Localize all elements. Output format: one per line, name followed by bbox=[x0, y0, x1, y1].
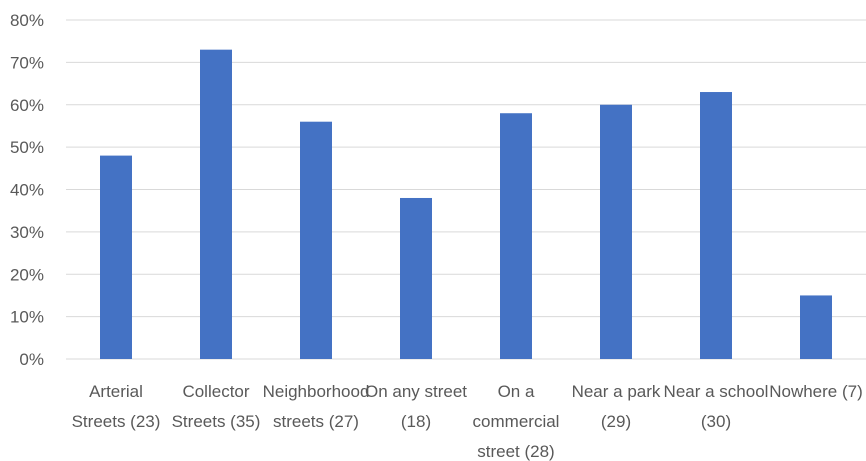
x-category-label-line: (18) bbox=[401, 412, 431, 431]
gridlines bbox=[66, 19, 866, 360]
y-tick-label: 10% bbox=[10, 308, 44, 327]
x-category-label: Collector Streets (35) bbox=[172, 382, 261, 431]
x-category-label: Near a school (30) bbox=[664, 382, 769, 431]
y-tick-label: 30% bbox=[10, 223, 44, 242]
bar bbox=[500, 113, 532, 359]
x-category-label-line: commercial bbox=[473, 412, 560, 431]
bar bbox=[300, 121, 332, 359]
x-category-label-line: Streets (35) bbox=[172, 412, 261, 431]
x-category-label: On a commercial street (28) bbox=[473, 382, 560, 461]
bars bbox=[100, 49, 832, 359]
y-tick-label: 60% bbox=[10, 96, 44, 115]
x-category-label-line: Nowhere (7) bbox=[769, 382, 863, 401]
y-tick-label: 20% bbox=[10, 265, 44, 284]
y-tick-label: 70% bbox=[10, 53, 44, 72]
x-category-label-line: (30) bbox=[701, 412, 731, 431]
x-category-label-line: Neighborhood bbox=[263, 382, 370, 401]
x-category-label-line: (29) bbox=[601, 412, 631, 431]
y-tick-label: 0% bbox=[19, 350, 44, 369]
x-category-label-line: Arterial bbox=[89, 382, 143, 401]
x-category-label: Arterial Streets (23) bbox=[72, 382, 161, 431]
x-category-label: Nowhere (7) bbox=[769, 382, 863, 401]
x-category-label: Near a park (29) bbox=[572, 382, 661, 431]
bar bbox=[600, 104, 632, 359]
y-tick-label: 80% bbox=[10, 11, 44, 30]
bar bbox=[700, 92, 732, 359]
x-category-label-line: Collector bbox=[182, 382, 249, 401]
y-tick-label: 40% bbox=[10, 181, 44, 200]
x-category-label-line: Near a park bbox=[572, 382, 661, 401]
x-category-label: On any street (18) bbox=[365, 382, 467, 431]
bar bbox=[400, 197, 432, 359]
x-category-label-line: On any street bbox=[365, 382, 467, 401]
x-category-label-line: On a bbox=[498, 382, 535, 401]
x-category-label-line: Streets (23) bbox=[72, 412, 161, 431]
bar bbox=[100, 155, 132, 359]
bar bbox=[200, 49, 232, 359]
y-axis-tick-labels: 0% 10% 20% 30% 40% 50% 60% 70% 80% bbox=[10, 11, 44, 369]
x-axis-category-labels: Arterial Streets (23) Collector Streets (35… bbox=[72, 382, 863, 461]
x-category-label: Neighborhood streets (27) bbox=[263, 382, 370, 431]
x-category-label-line: streets (27) bbox=[273, 412, 359, 431]
bar bbox=[800, 295, 832, 359]
x-category-label-line: street (28) bbox=[477, 442, 554, 461]
y-tick-label: 50% bbox=[10, 138, 44, 157]
x-category-label-line: Near a school bbox=[664, 382, 769, 401]
